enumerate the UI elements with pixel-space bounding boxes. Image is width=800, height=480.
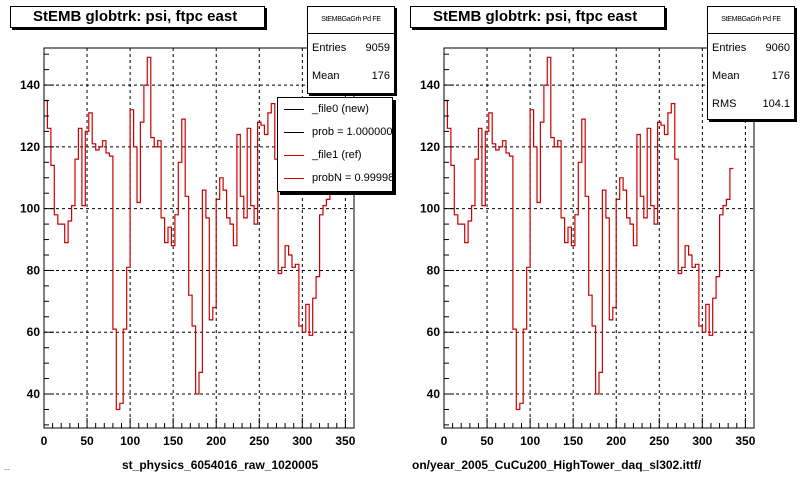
right-stats-rms-value: 104.1 [762,98,790,110]
right-x-axis-title: on/year_2005_CuCu200_HighTower_daq_sl302… [412,458,702,472]
legend-label-file1: _file1 (ref) [312,149,362,161]
left-x-axis-title: st_physics_6054016_raw_1020005 [122,458,319,472]
left-stats-mean-value: 176 [371,70,390,82]
x-tick-label: 0 [441,434,448,448]
left-stats-entries: Entries 9059 [308,34,394,62]
right-stats-entries-value: 9060 [765,42,790,54]
legend-swatch-probn [284,178,304,179]
y-tick-label: 40 [27,387,41,401]
left-stats-box: StEMBGaGrh Pd FE Entries 9059 Mean 176 [307,6,395,94]
x-tick-label: 250 [249,434,269,448]
legend-entry-file0: _file0 (new) [278,98,392,121]
right-histogram-pad: 0 50 100 150 200 250 300 350 40 60 80 100 120 140 [420,47,756,448]
y-tick-label: 120 [20,140,40,154]
y-tick-label: 140 [20,78,40,92]
y-tick-label: 120 [420,140,440,154]
right-stats-box: StEMBGaGrh Pd FE Entries 9060 Mean 176 R… [707,6,795,120]
right-stats-mean: Mean 176 [708,62,794,90]
legend-label-prob: prob = 1.000000 [312,126,393,138]
x-tick-label: 200 [606,434,626,448]
left-stats-mean: Mean 176 [308,62,394,90]
y-tick-label: 60 [427,325,441,339]
legend-entry-probn: probN = 0.999988 [278,167,392,190]
x-tick-label: 300 [692,434,712,448]
right-stats-mean-label: Mean [712,70,740,82]
left-legend-box: _file0 (new) prob = 1.000000 _file1 (ref… [277,97,393,192]
y-tick-label: 60 [27,325,41,339]
left-stats-mean-label: Mean [312,70,340,82]
y-tick-label: 100 [420,202,440,216]
legend-swatch-prob [284,132,304,133]
left-pad-title: StEMB globtrk: psi, ftpc east [10,6,265,28]
x-tick-label: 150 [563,434,583,448]
right-stats-header: StEMBGaGrh Pd FE [708,7,794,34]
right-stats-mean-value: 176 [771,70,790,82]
y-tick-label: 80 [427,263,441,277]
y-tick-label: 40 [427,387,441,401]
left-stats-entries-value: 9059 [365,42,390,54]
left-stats-entries-label: Entries [312,42,347,54]
histogram-series-line [444,56,734,411]
legend-entry-prob: prob = 1.000000 [278,121,392,144]
histogram-series-line [44,56,334,411]
y-tick-label: 100 [20,202,40,216]
right-pad-title: StEMB globtrk: psi, ftpc east [410,6,665,28]
legend-swatch-file1 [284,155,304,156]
left-stats-header: StEMBGaGrh Pd FE [308,7,394,34]
legend-label-file0: _file0 (new) [312,103,369,115]
right-stats-rms: RMS 104.1 [708,90,794,118]
x-tick-label: 350 [735,434,755,448]
y-tick-label: 80 [27,263,41,277]
right-stats-entries-label: Entries [712,42,747,54]
x-tick-label: 250 [649,434,669,448]
x-tick-label: 200 [206,434,226,448]
x-tick-label: 0 [41,434,48,448]
right-stats-rms-label: RMS [712,98,737,110]
x-tick-label: 100 [120,434,140,448]
x-tick-label: 300 [292,434,312,448]
legend-swatch-file0 [284,109,304,110]
plot-area [444,48,754,428]
x-tick-label: 100 [520,434,540,448]
y-tick-label: 140 [420,78,440,92]
footer-text: ... [4,465,10,472]
x-tick-label: 50 [80,434,94,448]
legend-entry-file1: _file1 (ref) [278,144,392,167]
legend-label-probn: probN = 0.999988 [312,172,393,184]
x-tick-label: 350 [335,434,355,448]
x-tick-label: 50 [480,434,494,448]
x-tick-label: 150 [163,434,183,448]
right-stats-entries: Entries 9060 [708,34,794,62]
